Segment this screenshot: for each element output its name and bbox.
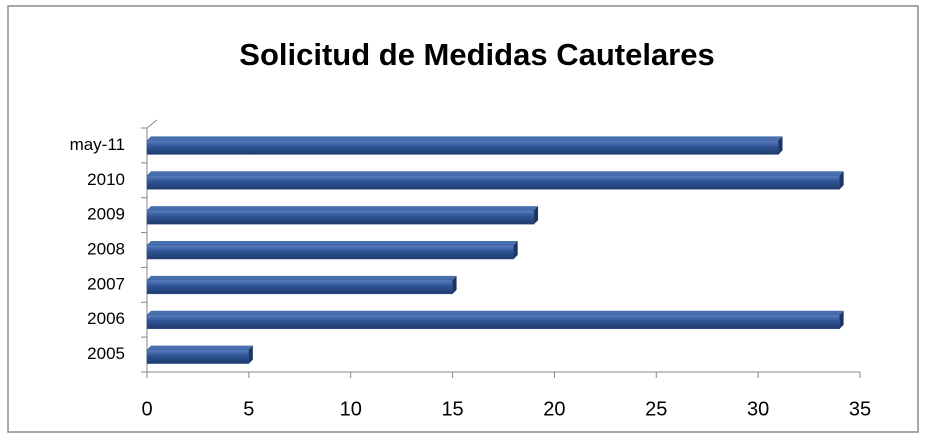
- y-tick-label: 2007: [87, 274, 125, 293]
- bar-side: [513, 241, 518, 259]
- bar-top: [147, 310, 844, 315]
- bar-top: [147, 275, 457, 280]
- bar: [146, 244, 514, 260]
- bar-side: [534, 206, 539, 225]
- bar-side: [839, 310, 844, 329]
- bar: [146, 349, 250, 364]
- x-tick-label: 30: [747, 398, 769, 420]
- x-tick-label: 0: [141, 398, 152, 420]
- bar: [146, 175, 840, 190]
- bar-side: [248, 345, 253, 364]
- bar-side: [452, 275, 457, 294]
- y-tick-label: 2005: [87, 344, 125, 363]
- y-tick-label: 2009: [87, 205, 125, 224]
- bar-side: [778, 136, 783, 155]
- bar-top: [147, 206, 539, 211]
- x-tick-label: 35: [849, 398, 871, 420]
- y-tick-label: 2006: [87, 309, 125, 328]
- bar: [146, 140, 779, 155]
- x-tick-label: 15: [441, 398, 463, 420]
- bar-top: [147, 136, 783, 141]
- x-tick-label: 5: [243, 398, 254, 420]
- bar-top: [147, 171, 844, 176]
- bar-top: [147, 345, 253, 350]
- x-tick-label: 10: [340, 398, 362, 420]
- chart-title: Solicitud de Medidas Cautelares: [239, 37, 714, 72]
- y-tick-label: 2010: [87, 170, 125, 189]
- y-tick-label: 2008: [87, 239, 125, 258]
- bar-side: [839, 171, 844, 190]
- y-axis-depth: [146, 119, 158, 129]
- bar: [146, 209, 535, 225]
- x-tick-label: 25: [645, 398, 667, 420]
- bar: [146, 314, 840, 329]
- y-tick-label: may-11: [70, 135, 125, 154]
- bar: [146, 279, 453, 295]
- x-tick-label: 20: [543, 398, 565, 420]
- bar-top: [147, 241, 518, 245]
